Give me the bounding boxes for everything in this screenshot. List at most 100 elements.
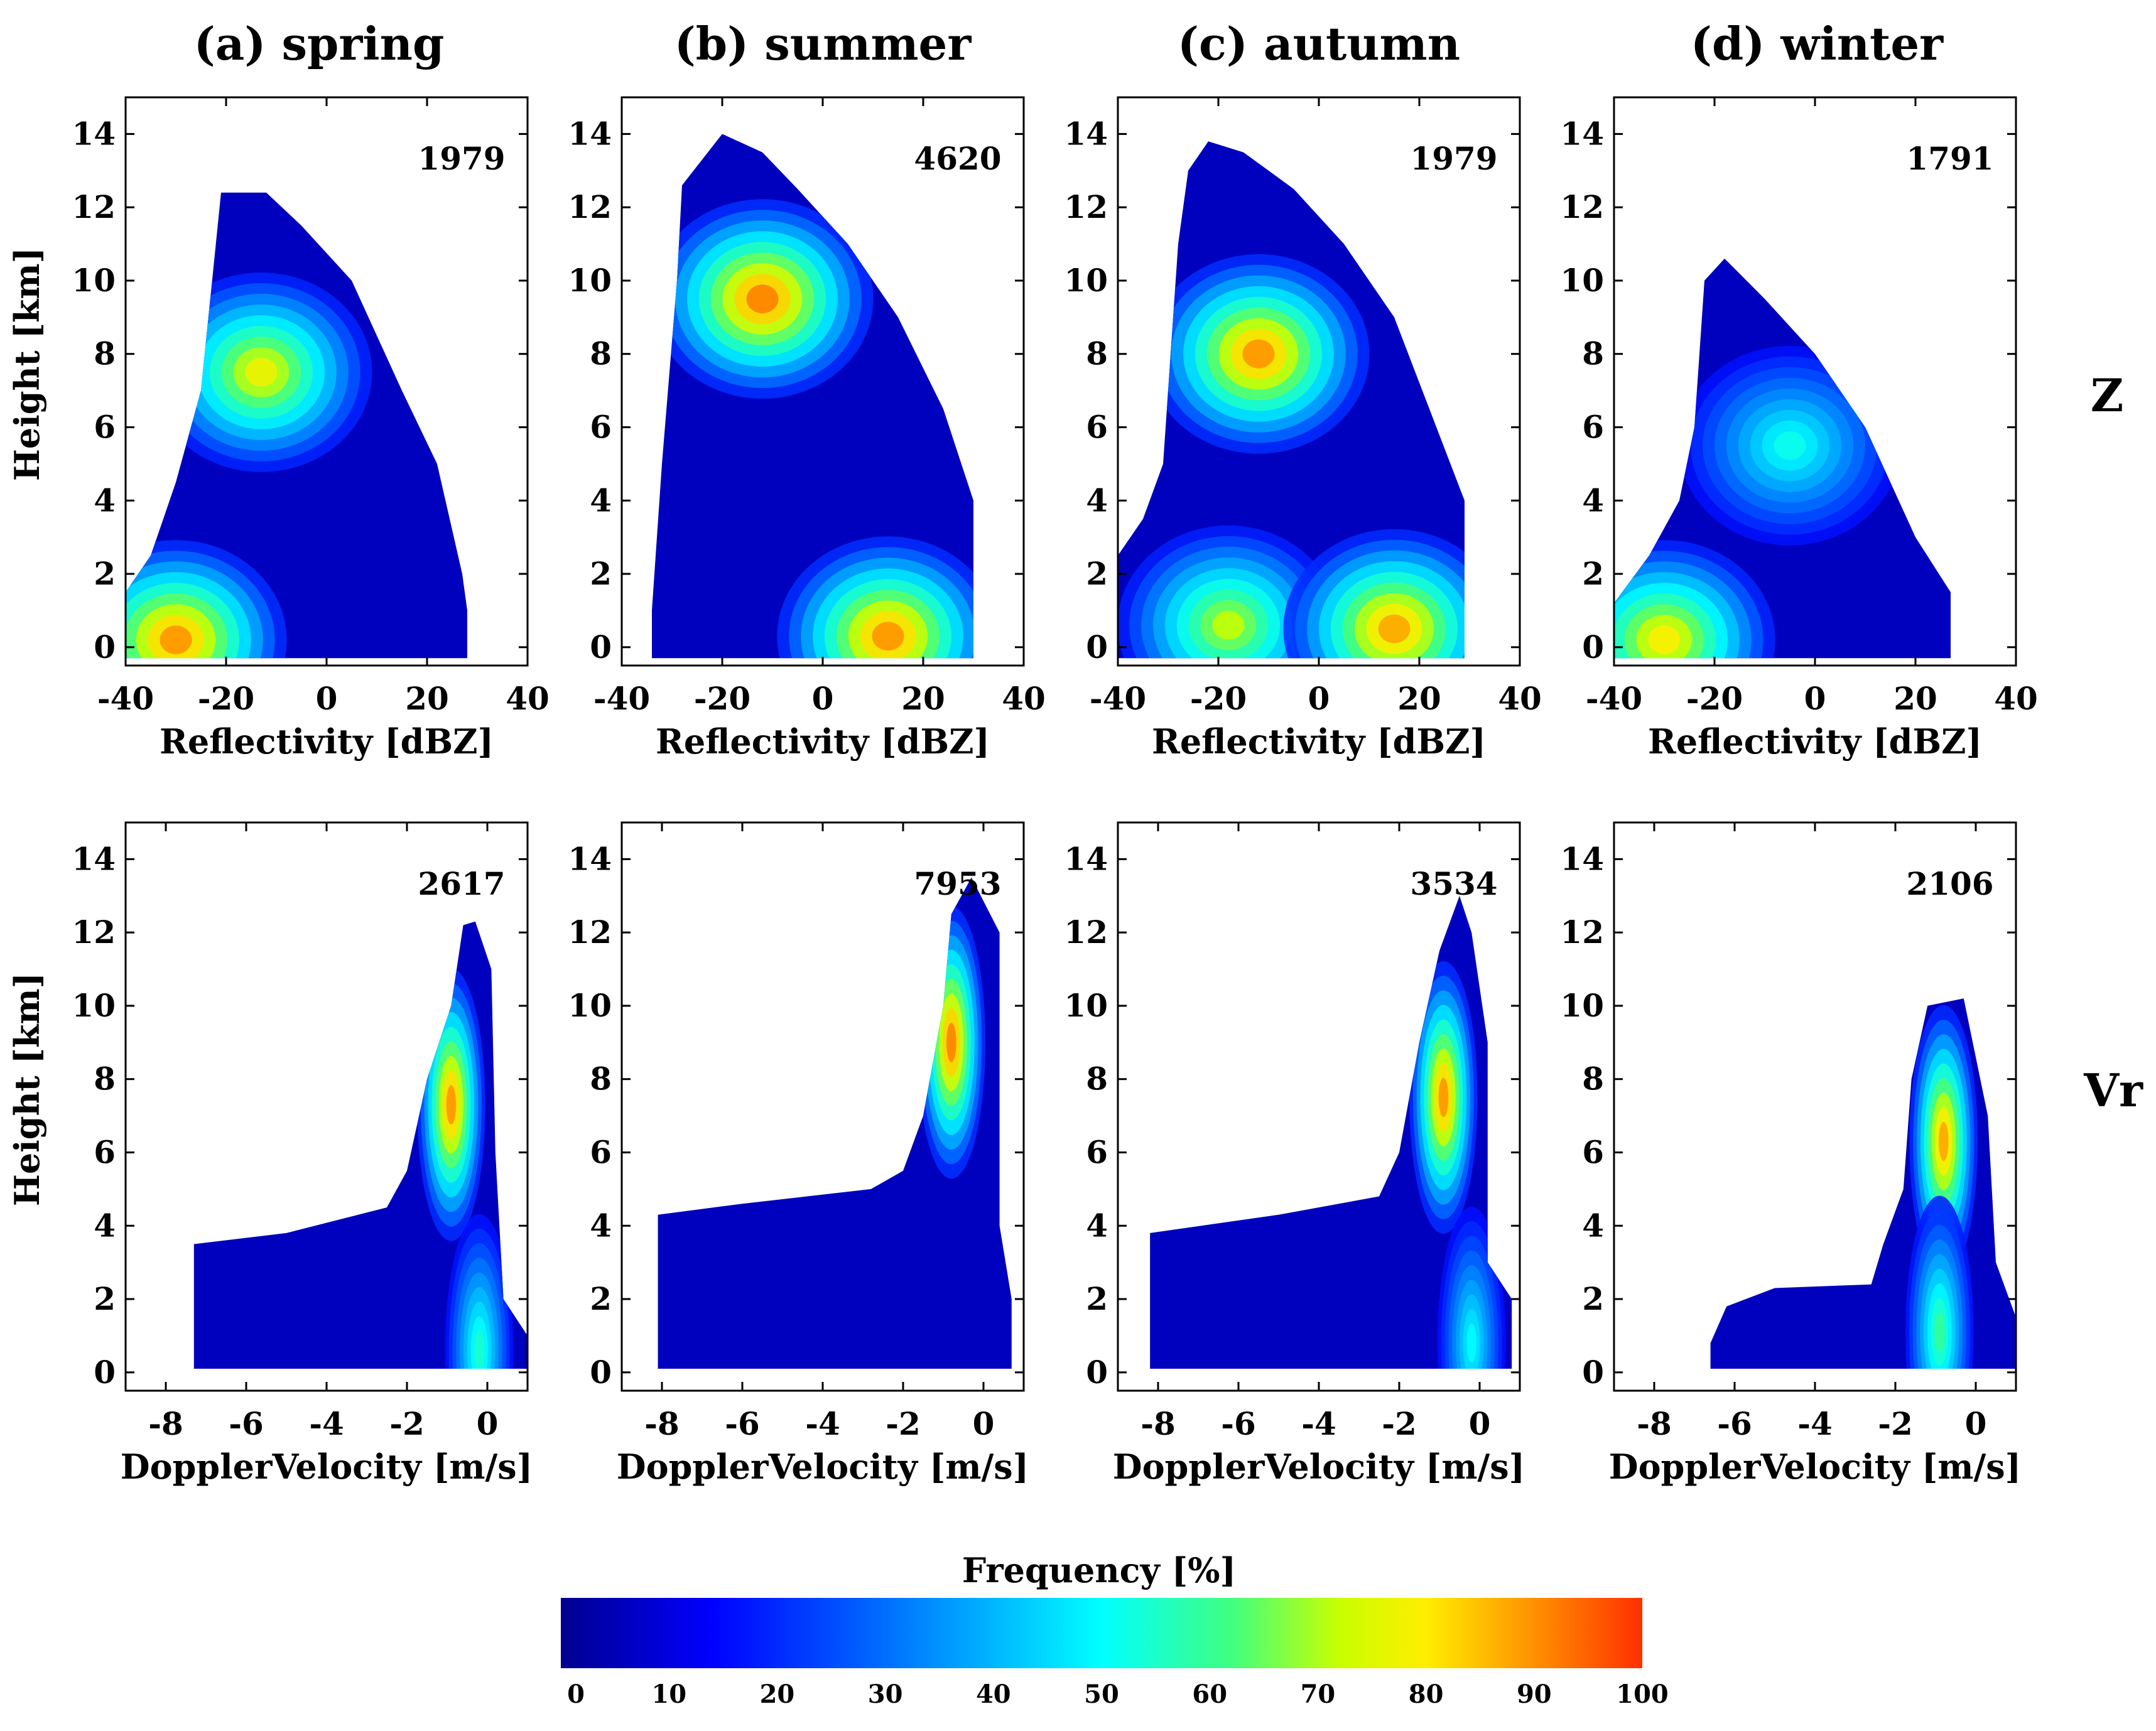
x-tick-label: 40: [1002, 680, 1046, 717]
y-tick-label: 14: [1064, 115, 1108, 152]
colorbar-title: Frequency [%]: [962, 1550, 1236, 1590]
x-tick-label: -6: [1717, 1405, 1752, 1442]
y-tick-label: 14: [1064, 840, 1108, 877]
x-tick-label: 0: [1469, 1405, 1491, 1442]
y-tick-label: 12: [568, 188, 612, 225]
density-contour: [1648, 625, 1681, 654]
density-contour: [1934, 1312, 1945, 1352]
x-tick-label: -20: [1190, 680, 1247, 717]
x-tick-label: 20: [1397, 680, 1441, 717]
x-tick-label: -4: [1797, 1405, 1833, 1442]
x-tick-label: -6: [229, 1405, 264, 1442]
panel-z-spring: -40 -20 0 20 40 0 2 4 6 8 10 12 14 1979 Reflectivity […: [72, 96, 550, 762]
season-title-summer: (b) summer: [674, 17, 972, 70]
y-tick-label: 12: [568, 914, 612, 951]
x-tick-label: -8: [1637, 1405, 1672, 1442]
colorbar: [561, 1598, 1642, 1668]
x-tick-label: 20: [901, 680, 945, 717]
x-tick-label: -6: [725, 1405, 760, 1442]
x-tick-label: -40: [593, 680, 650, 717]
y-tick-label: 6: [1086, 1133, 1108, 1170]
row-label-z: Z: [2091, 369, 2124, 422]
density-layers: [417, 968, 514, 1369]
y-tick-label: 2: [590, 555, 612, 592]
y-tick-label: 0: [1582, 1354, 1604, 1391]
colorbar-tick-label: 100: [1616, 1680, 1669, 1709]
y-tick-label: 10: [1064, 262, 1108, 299]
x-tick-label: -20: [694, 680, 750, 717]
y-tick-label: 12: [72, 914, 116, 951]
x-tick-label: -2: [1878, 1405, 1913, 1442]
x-tick-label: -4: [805, 1405, 840, 1442]
season-title-autumn: (c) autumn: [1178, 17, 1460, 70]
x-axis-label: Reflectivity [dBZ]: [160, 721, 494, 762]
density-contour: [1774, 431, 1806, 460]
y-tick-label: 10: [1064, 987, 1108, 1024]
x-tick-label: -4: [1301, 1405, 1336, 1442]
y-tick-label: 12: [1560, 914, 1604, 951]
x-tick-label: 20: [405, 680, 449, 717]
y-tick-label: 14: [568, 840, 612, 877]
colorbar-tick-label: 0: [567, 1680, 585, 1709]
colorbar-tick-label: 70: [1301, 1680, 1336, 1709]
y-tick-label: 0: [590, 628, 612, 666]
colorbar-tick-label: 90: [1517, 1680, 1552, 1709]
colorbar-tick-label: 10: [651, 1680, 686, 1709]
y-tick-label: 0: [1086, 628, 1108, 666]
density-layers: [652, 199, 973, 659]
sample-count: 1979: [1410, 140, 1497, 177]
y-tick-label: 2: [94, 555, 116, 592]
ylabel-vr-row: Height [km]: [7, 973, 47, 1206]
x-tick-label: -8: [1140, 1405, 1176, 1442]
y-tick-label: 2: [590, 1280, 612, 1317]
y-tick-label: 14: [1560, 115, 1604, 152]
x-tick-label: 40: [506, 680, 550, 717]
y-tick-label: 8: [1086, 335, 1108, 372]
sample-count: 3534: [1410, 865, 1497, 902]
y-tick-label: 12: [1064, 914, 1108, 951]
y-tick-label: 4: [1086, 482, 1108, 519]
panel-z-summer: -40 -20 0 20 40 0 2 4 6 8 10 12 14 4620 Reflectivity […: [568, 96, 1046, 762]
y-tick-label: 4: [1582, 482, 1604, 519]
y-tick-label: 14: [72, 840, 116, 877]
y-tick-label: 2: [94, 1280, 116, 1317]
x-tick-label: -40: [97, 680, 154, 717]
sample-count: 4620: [914, 140, 1001, 177]
y-tick-label: 4: [1582, 1207, 1604, 1244]
y-tick-label: 8: [94, 1060, 116, 1097]
y-tick-label: 8: [1582, 335, 1604, 372]
x-tick-label: 40: [1498, 680, 1542, 717]
density-contour: [1242, 339, 1275, 369]
density-contour: [446, 1085, 457, 1124]
colorbar-tick-label: 80: [1409, 1680, 1444, 1709]
y-tick-label: 2: [1086, 1280, 1108, 1317]
x-tick-label: 0: [316, 680, 338, 717]
y-tick-label: 12: [1064, 188, 1108, 225]
density-contour: [1438, 1077, 1449, 1118]
x-tick-label: 0: [1965, 1405, 1987, 1442]
colorbar-tick-label: 20: [760, 1680, 795, 1709]
x-tick-label: -6: [1221, 1405, 1256, 1442]
season-title-spring: (a) spring: [194, 17, 445, 70]
data-envelope: [658, 877, 1012, 1369]
y-tick-label: 2: [1086, 555, 1108, 592]
y-tick-label: 8: [94, 335, 116, 372]
x-tick-label: 0: [812, 680, 834, 717]
density-contour: [746, 284, 779, 313]
y-tick-label: 8: [1582, 1060, 1604, 1097]
y-tick-label: 14: [568, 115, 612, 152]
y-tick-label: 10: [1560, 262, 1604, 299]
x-axis-label: DopplerVelocity [m/s]: [1609, 1447, 2021, 1487]
y-tick-label: 4: [1086, 1207, 1108, 1244]
density-layers: [1614, 345, 1901, 659]
x-tick-label: -2: [1382, 1405, 1417, 1442]
panel-vr-summer: -8 -6 -4 -2 0 0 2 4 6 8 10 12 14 7953 DopplerVelocity …: [568, 821, 1029, 1487]
x-tick-label: 20: [1893, 680, 1937, 717]
density-layers: [1118, 254, 1465, 659]
y-tick-label: 12: [72, 188, 116, 225]
x-axis-label: DopplerVelocity [m/s]: [617, 1447, 1029, 1487]
colorbar-tick-label: 50: [1084, 1680, 1119, 1709]
y-tick-label: 4: [94, 482, 116, 519]
panel-z-winter: -40 -20 0 20 40 0 2 4 6 8 10 12 14 1791 Reflectivity […: [1560, 96, 2038, 762]
